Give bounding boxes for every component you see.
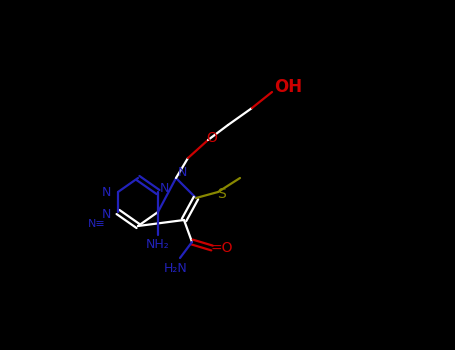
Text: N≡: N≡ <box>88 219 106 229</box>
Text: OH: OH <box>274 78 302 96</box>
Text: N: N <box>178 167 187 180</box>
Text: N: N <box>101 186 111 198</box>
Text: H₂N: H₂N <box>164 261 188 274</box>
Text: NH₂: NH₂ <box>146 238 170 252</box>
Text: O: O <box>207 131 217 145</box>
Text: =O: =O <box>211 241 233 255</box>
Text: N: N <box>101 208 111 220</box>
Text: N: N <box>160 182 169 195</box>
Text: S: S <box>217 187 225 201</box>
